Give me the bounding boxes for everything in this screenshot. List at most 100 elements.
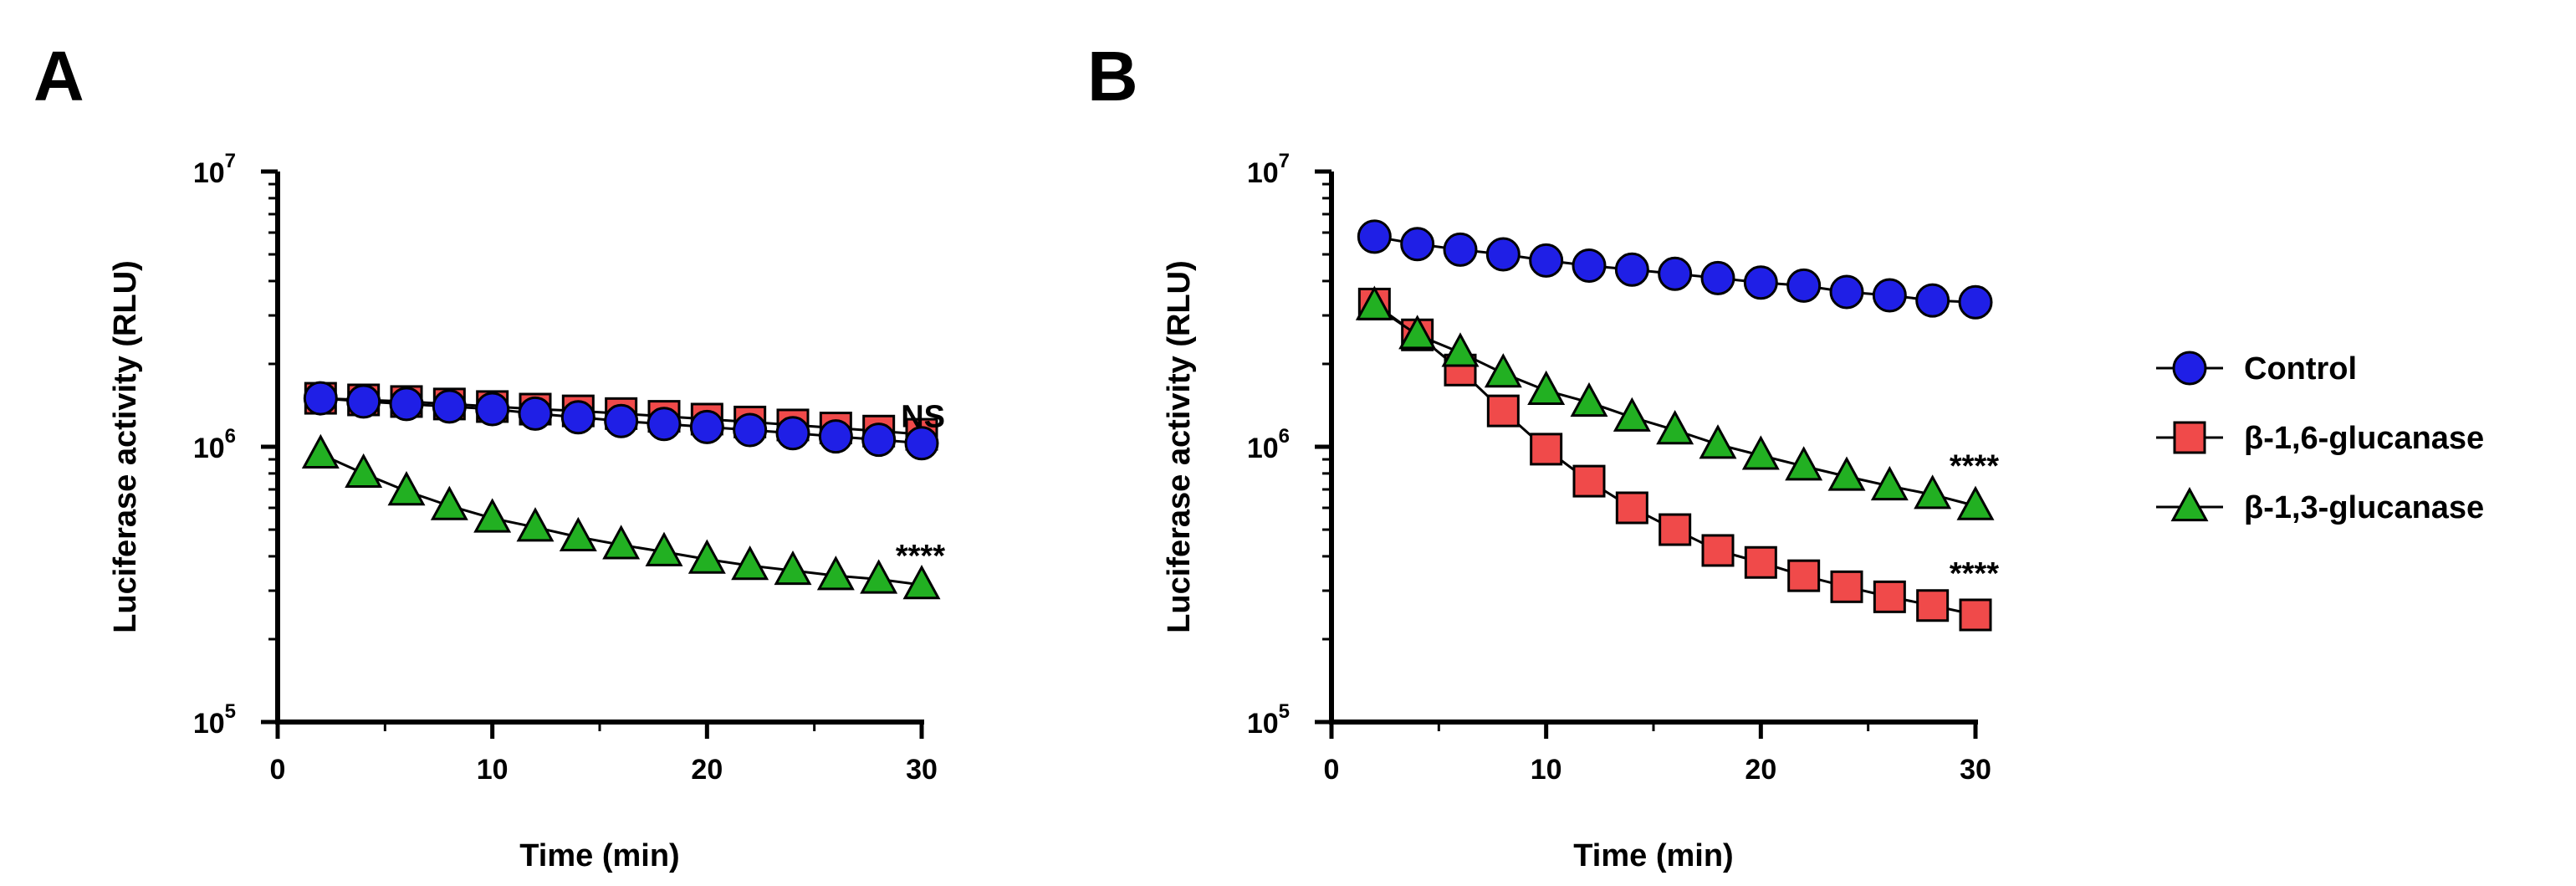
panel-b-data-point <box>1441 332 1480 367</box>
panel-a-data-point <box>775 416 810 451</box>
panel-a-letter: A <box>33 37 84 115</box>
panel-a-data-point <box>818 419 853 454</box>
panel-b-chart: 105 106 107 0 10 20 30 Time (min) Luciferase act… <box>1162 150 1999 873</box>
panel-a-significance-annotation: NS <box>901 400 945 435</box>
panel-b-data-point <box>1743 265 1778 300</box>
panel-b-data-point <box>1916 589 1950 622</box>
panel-b-data-point <box>1357 219 1392 254</box>
panel-a-x-tick-label: 30 <box>906 754 938 786</box>
legend-marker-square <box>2173 421 2206 454</box>
panel-b-data-point <box>1659 513 1692 546</box>
panel-a-data-point <box>904 426 939 461</box>
panel-a-chart: 105 106 107 0 10 20 30 Time (min) Luciferase act… <box>108 150 945 873</box>
panel-b-data-point <box>1355 285 1393 320</box>
panel-b-x-tick-label: 20 <box>1745 754 1776 786</box>
panel-b-data-point <box>1959 598 1992 632</box>
panel-a-data-point <box>733 412 768 448</box>
panel-a-y-axis-title: Luciferase activity (RLU) <box>108 260 143 633</box>
panel-a-data-point <box>602 525 641 560</box>
panel-b-series-circle <box>1357 219 1993 320</box>
panel-a-x-tick-label: 0 <box>270 754 286 786</box>
panel-a-data-point <box>645 531 683 566</box>
legend-label: Control <box>2244 351 2357 387</box>
panel-b-data-point <box>1398 315 1437 350</box>
panel-a-data-point <box>387 470 426 506</box>
panel-b-data-point <box>1614 252 1649 287</box>
panel-a-x-tick-label: 20 <box>691 754 723 786</box>
panel-b-data-point <box>1400 227 1435 262</box>
panel-a-data-point <box>430 485 468 520</box>
panel-a-data-point <box>389 387 424 422</box>
panel-b-x-tick-label: 10 <box>1531 754 1562 786</box>
panel-b-data-point <box>1443 232 1478 267</box>
panel-b-data-point <box>1613 397 1651 432</box>
legend: Control β-1,6-glucanase β-1,3-glucanase <box>2156 351 2484 525</box>
panel-b-data-point <box>1827 456 1866 491</box>
panel-a-significance-annotation: **** <box>896 539 945 574</box>
panel-a-data-point <box>604 403 639 438</box>
panel-a-data-point <box>731 545 769 581</box>
panel-b-data-point <box>1485 237 1521 272</box>
panel-b-data-point <box>1701 534 1735 567</box>
panel-a-y-tick-label: 105 <box>193 700 236 740</box>
legend-item: β-1,6-glucanase <box>2156 421 2484 456</box>
panel-b-data-point <box>1786 268 1822 303</box>
panel-b-letter: B <box>1087 37 1138 115</box>
panel-a-data-point <box>346 384 381 419</box>
panel-a-data-point <box>518 396 553 431</box>
panel-b-x-tick-label: 30 <box>1960 754 1991 786</box>
legend-label: β-1,3-glucanase <box>2244 490 2484 525</box>
panel-a-data-point <box>902 565 941 600</box>
panel-a-data-point <box>861 423 897 458</box>
legend-marker-circle <box>2172 351 2207 386</box>
panel-b-significance-annotation: **** <box>1950 556 1999 592</box>
panel-a-data-point <box>473 498 512 533</box>
panel-a-x-axis-title: Time (min) <box>519 838 679 873</box>
panel-b-data-point <box>1527 370 1566 406</box>
panel-a-series-circle <box>303 381 939 461</box>
panel-a-y-tick-label: 107 <box>193 150 236 189</box>
panel-a-data-point <box>475 392 510 427</box>
panel-a-data-point <box>560 400 595 435</box>
panel-a-data-point <box>559 516 597 552</box>
panel-a-data-point <box>647 407 682 442</box>
panel-b-data-point <box>1484 353 1522 388</box>
panel-b-data-point <box>1958 284 1993 320</box>
panel-a-data-point <box>345 453 383 489</box>
legend-marker-triangle <box>2170 486 2209 522</box>
panel-a-data-point <box>432 389 467 424</box>
panel-b-data-point <box>1744 545 1777 579</box>
panel-b-data-point <box>1956 485 1995 520</box>
panel-b-data-point <box>1486 394 1520 428</box>
panel-b-data-point <box>1656 409 1694 445</box>
panel-b-data-point <box>1570 382 1608 417</box>
panel-b-y-tick-label: 107 <box>1247 150 1290 189</box>
panel-a-x-tick-label: 10 <box>477 754 509 786</box>
panel-b-data-point <box>1572 248 1607 284</box>
panel-b-data-point <box>1873 580 1906 613</box>
panel-a-data-point <box>301 433 340 469</box>
panel-b-series-triangle <box>1355 285 1995 520</box>
panel-b-y-axis-title: Luciferase activity (RLU) <box>1162 260 1197 633</box>
panel-b-y-tick-label: 105 <box>1247 700 1290 740</box>
panel-b-data-point <box>1787 559 1821 592</box>
panel-a-data-point <box>689 409 724 444</box>
panel-a-data-point <box>303 381 338 416</box>
panel-b-x-axis-title: Time (min) <box>1573 838 1733 873</box>
legend-item: β-1,3-glucanase <box>2156 486 2484 525</box>
panel-b-data-point <box>1615 491 1648 525</box>
panel-a-data-point <box>687 539 726 574</box>
panel-b-series-square <box>1357 287 1992 632</box>
panel-b-data-point <box>1870 465 1909 501</box>
panel-a-series-triangle <box>301 433 941 600</box>
panel-b-data-point <box>1830 570 1863 603</box>
panel-b-x-tick-label: 0 <box>1324 754 1340 786</box>
panel-a-data-point <box>816 556 855 591</box>
legend-label: β-1,6-glucanase <box>2244 421 2484 456</box>
panel-b-data-point <box>1829 274 1864 310</box>
panel-a-data-point <box>516 507 555 542</box>
panel-b-data-point <box>1915 283 1950 318</box>
panel-a-data-point <box>774 550 812 586</box>
panel-b-data-point <box>1529 243 1564 278</box>
